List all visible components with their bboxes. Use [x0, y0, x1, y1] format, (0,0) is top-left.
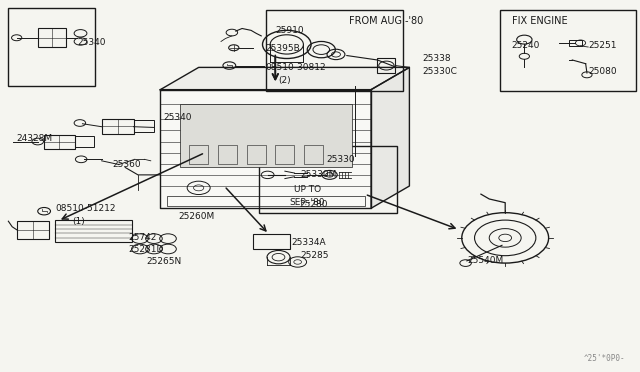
Text: 24328M: 24328M [17, 134, 52, 143]
Polygon shape [161, 90, 371, 208]
Bar [253, 234, 290, 249]
Text: 25910: 25910 [275, 26, 304, 35]
Polygon shape [161, 67, 410, 90]
Bar [55, 220, 132, 242]
Text: SEP.-'80: SEP.-'80 [289, 198, 325, 207]
Bar [275, 145, 294, 164]
Text: 25540M: 25540M [467, 256, 503, 265]
Bar [38, 29, 67, 47]
Bar [500, 10, 636, 92]
Text: 25395B: 25395B [266, 44, 300, 53]
Text: UP TO: UP TO [294, 185, 321, 194]
Polygon shape [371, 67, 410, 208]
Bar [259, 146, 397, 213]
Text: ^25'*0P0-: ^25'*0P0- [584, 354, 625, 363]
Text: 25334A: 25334A [291, 238, 326, 247]
Bar [134, 121, 154, 132]
Bar [102, 119, 134, 134]
Bar [75, 137, 94, 147]
Text: (1): (1) [72, 217, 85, 226]
Text: 08510-30812: 08510-30812 [266, 63, 326, 72]
Text: 25338: 25338 [422, 54, 451, 62]
Bar [189, 145, 208, 164]
Bar [266, 10, 403, 92]
Text: 25280: 25280 [300, 200, 328, 209]
Text: 25340: 25340 [164, 113, 192, 122]
Bar [8, 8, 95, 86]
Bar [569, 40, 582, 46]
Text: 25265N: 25265N [147, 257, 182, 266]
Bar [378, 58, 396, 73]
Text: 25260M: 25260M [178, 212, 214, 221]
Bar [44, 135, 75, 149]
Text: FROM AUG.-'80: FROM AUG.-'80 [349, 16, 423, 26]
Text: 25330M: 25330M [301, 170, 337, 179]
Bar [167, 196, 365, 206]
Text: FIX ENGINE: FIX ENGINE [511, 16, 567, 26]
Text: 08510-51212: 08510-51212 [55, 205, 115, 214]
Text: (2): (2) [278, 76, 291, 85]
Bar [218, 145, 237, 164]
Bar [246, 145, 266, 164]
Text: 25240: 25240 [511, 41, 540, 51]
Text: 25340: 25340 [77, 38, 106, 47]
Text: 25330C: 25330C [422, 67, 457, 76]
Text: 25285: 25285 [301, 251, 330, 260]
Text: 25231D: 25231D [129, 244, 164, 253]
Text: 25360: 25360 [113, 160, 141, 169]
Text: 25742: 25742 [129, 232, 157, 242]
Text: 25251: 25251 [588, 41, 617, 51]
Bar [179, 105, 352, 167]
Text: 25330: 25330 [326, 155, 355, 164]
Bar [304, 145, 323, 164]
Text: 25080: 25080 [588, 67, 617, 76]
Bar [17, 221, 49, 238]
